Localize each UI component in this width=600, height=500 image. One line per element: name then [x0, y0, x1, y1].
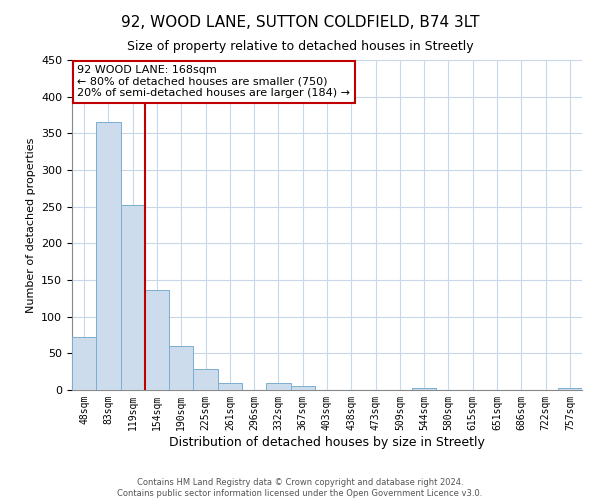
- Text: 92 WOOD LANE: 168sqm
← 80% of detached houses are smaller (750)
20% of semi-deta: 92 WOOD LANE: 168sqm ← 80% of detached h…: [77, 65, 350, 98]
- Text: 92, WOOD LANE, SUTTON COLDFIELD, B74 3LT: 92, WOOD LANE, SUTTON COLDFIELD, B74 3LT: [121, 15, 479, 30]
- Bar: [558, 388, 582, 390]
- Bar: [121, 205, 145, 390]
- Bar: [96, 122, 121, 390]
- X-axis label: Distribution of detached houses by size in Streetly: Distribution of detached houses by size …: [169, 436, 485, 448]
- Bar: [169, 346, 193, 390]
- Bar: [290, 386, 315, 390]
- Text: Contains HM Land Registry data © Crown copyright and database right 2024.
Contai: Contains HM Land Registry data © Crown c…: [118, 478, 482, 498]
- Bar: [412, 388, 436, 390]
- Bar: [266, 382, 290, 390]
- Bar: [145, 290, 169, 390]
- Text: Size of property relative to detached houses in Streetly: Size of property relative to detached ho…: [127, 40, 473, 53]
- Y-axis label: Number of detached properties: Number of detached properties: [26, 138, 35, 312]
- Bar: [72, 337, 96, 390]
- Bar: [218, 382, 242, 390]
- Bar: [193, 368, 218, 390]
